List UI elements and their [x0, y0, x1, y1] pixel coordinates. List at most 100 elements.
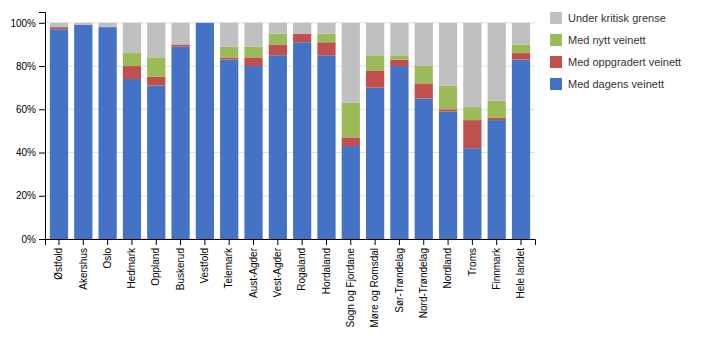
tick-label: Østfold — [53, 248, 64, 280]
x-tick: Hordaland — [321, 239, 332, 294]
bar-segment — [269, 23, 287, 34]
tick-label: Nordland — [442, 248, 453, 289]
bar-segment — [123, 23, 141, 53]
axis-line — [46, 240, 536, 246]
tick-mark — [204, 239, 205, 245]
x-tick: Vest-Agder — [272, 239, 283, 297]
tick-mark — [472, 239, 473, 245]
tick-mark — [423, 239, 424, 245]
bar-segment — [147, 86, 165, 239]
legend-swatch — [550, 56, 562, 68]
tick-mark — [302, 239, 303, 245]
legend-swatch — [550, 12, 562, 24]
tick-label: Telemark — [223, 247, 234, 289]
bar-segment — [488, 118, 506, 120]
bar-segment — [415, 66, 433, 83]
x-tick: Hele landet — [515, 239, 526, 299]
bar-segment — [317, 34, 335, 43]
tick-label: Aust-Agder — [248, 247, 259, 298]
bar-segment — [463, 107, 481, 120]
legend-item: Under kritisk grense — [550, 12, 666, 24]
bar-segment — [50, 27, 68, 29]
tick-label: Rogaland — [296, 248, 307, 291]
bar-segment — [244, 66, 262, 239]
bar-segment — [269, 44, 287, 55]
x-tick: Oslo — [102, 239, 113, 269]
bar-segment — [293, 34, 311, 43]
grid-line — [45, 66, 535, 67]
x-tick: Rogaland — [296, 239, 307, 291]
bar-segment — [390, 23, 408, 55]
bar-segment — [171, 44, 189, 46]
tick-mark — [39, 196, 45, 197]
bar-segment — [366, 23, 384, 55]
legend-label: Med dagens veinett — [568, 78, 664, 90]
bar-segment — [123, 53, 141, 66]
bar-segment — [317, 23, 335, 34]
x-tick: Nordland — [442, 239, 453, 289]
bar-segment — [74, 25, 92, 239]
y-tick: 80% — [16, 61, 45, 72]
tick-label: Troms — [467, 248, 478, 276]
tick-mark — [448, 239, 449, 245]
bar-segment — [415, 98, 433, 239]
bar-segment — [171, 47, 189, 239]
bar-segment — [293, 42, 311, 239]
x-axis: ØstfoldAkershusOsloHedmarkOpplandBuskeru… — [46, 239, 536, 328]
x-tick: Vestfold — [199, 239, 210, 284]
x-tick: Akershus — [78, 239, 89, 290]
tick-mark — [39, 239, 45, 240]
bar-segment — [269, 34, 287, 45]
bar-segment — [342, 103, 360, 138]
bar-segment — [463, 120, 481, 148]
bar-segment — [123, 66, 141, 79]
tick-label: Oppland — [150, 248, 161, 286]
bar-segment — [244, 57, 262, 66]
bar-segment — [244, 47, 262, 58]
grid-line — [45, 109, 535, 110]
bar-segment — [50, 23, 68, 27]
tick-mark — [39, 109, 45, 110]
legend-label: Under kritisk grense — [568, 12, 666, 24]
x-tick: Aust-Agder — [248, 239, 259, 298]
y-tick: 0% — [22, 234, 45, 245]
plot: 0%20%40%60%80%100%ØstfoldAkershusOsloHed… — [10, 13, 535, 328]
bar-segment — [196, 22, 214, 23]
y-tick: 40% — [16, 147, 45, 158]
bar-segment — [317, 55, 335, 239]
tick-label: 80% — [16, 61, 36, 72]
tick-mark — [83, 239, 84, 245]
tick-mark — [131, 239, 132, 245]
bar-segment — [293, 23, 311, 34]
bar-segment — [439, 111, 457, 239]
tick-mark — [326, 239, 327, 245]
x-tick: Østfold — [53, 239, 64, 280]
tick-mark — [521, 239, 522, 245]
bar-segment — [147, 57, 165, 76]
x-tick: Oppland — [150, 239, 161, 286]
bar-segment — [390, 60, 408, 66]
tick-mark — [180, 239, 181, 245]
bars — [50, 23, 530, 239]
x-tick: Troms — [467, 239, 478, 276]
legend-item: Med oppgradert veinett — [550, 56, 681, 68]
y-tick: 100% — [10, 18, 45, 29]
tick-label: Sogn og Fjordane — [345, 248, 356, 328]
tick-label: 100% — [10, 18, 36, 29]
bar-segment — [50, 29, 68, 239]
tick-label: Sør-Trøndelag — [394, 248, 405, 313]
legend-label: Med nytt veinett — [568, 34, 646, 46]
bar-segment — [220, 57, 238, 59]
tick-label: Akershus — [78, 248, 89, 290]
tick-label: Finnmark — [491, 247, 502, 290]
bar-segment — [220, 47, 238, 58]
x-tick: Møre og Romsdal — [369, 239, 380, 327]
tick-label: Hordaland — [321, 248, 332, 294]
x-tick: Sør-Trøndelag — [394, 239, 405, 313]
tick-mark — [58, 239, 59, 245]
tick-label: Vestfold — [199, 248, 210, 284]
x-tick: Finnmark — [491, 239, 502, 290]
grid — [45, 23, 535, 239]
chart: 0%20%40%60%80%100%ØstfoldAkershusOsloHed… — [0, 0, 710, 339]
x-tick: Sogn og Fjordane — [345, 239, 356, 328]
